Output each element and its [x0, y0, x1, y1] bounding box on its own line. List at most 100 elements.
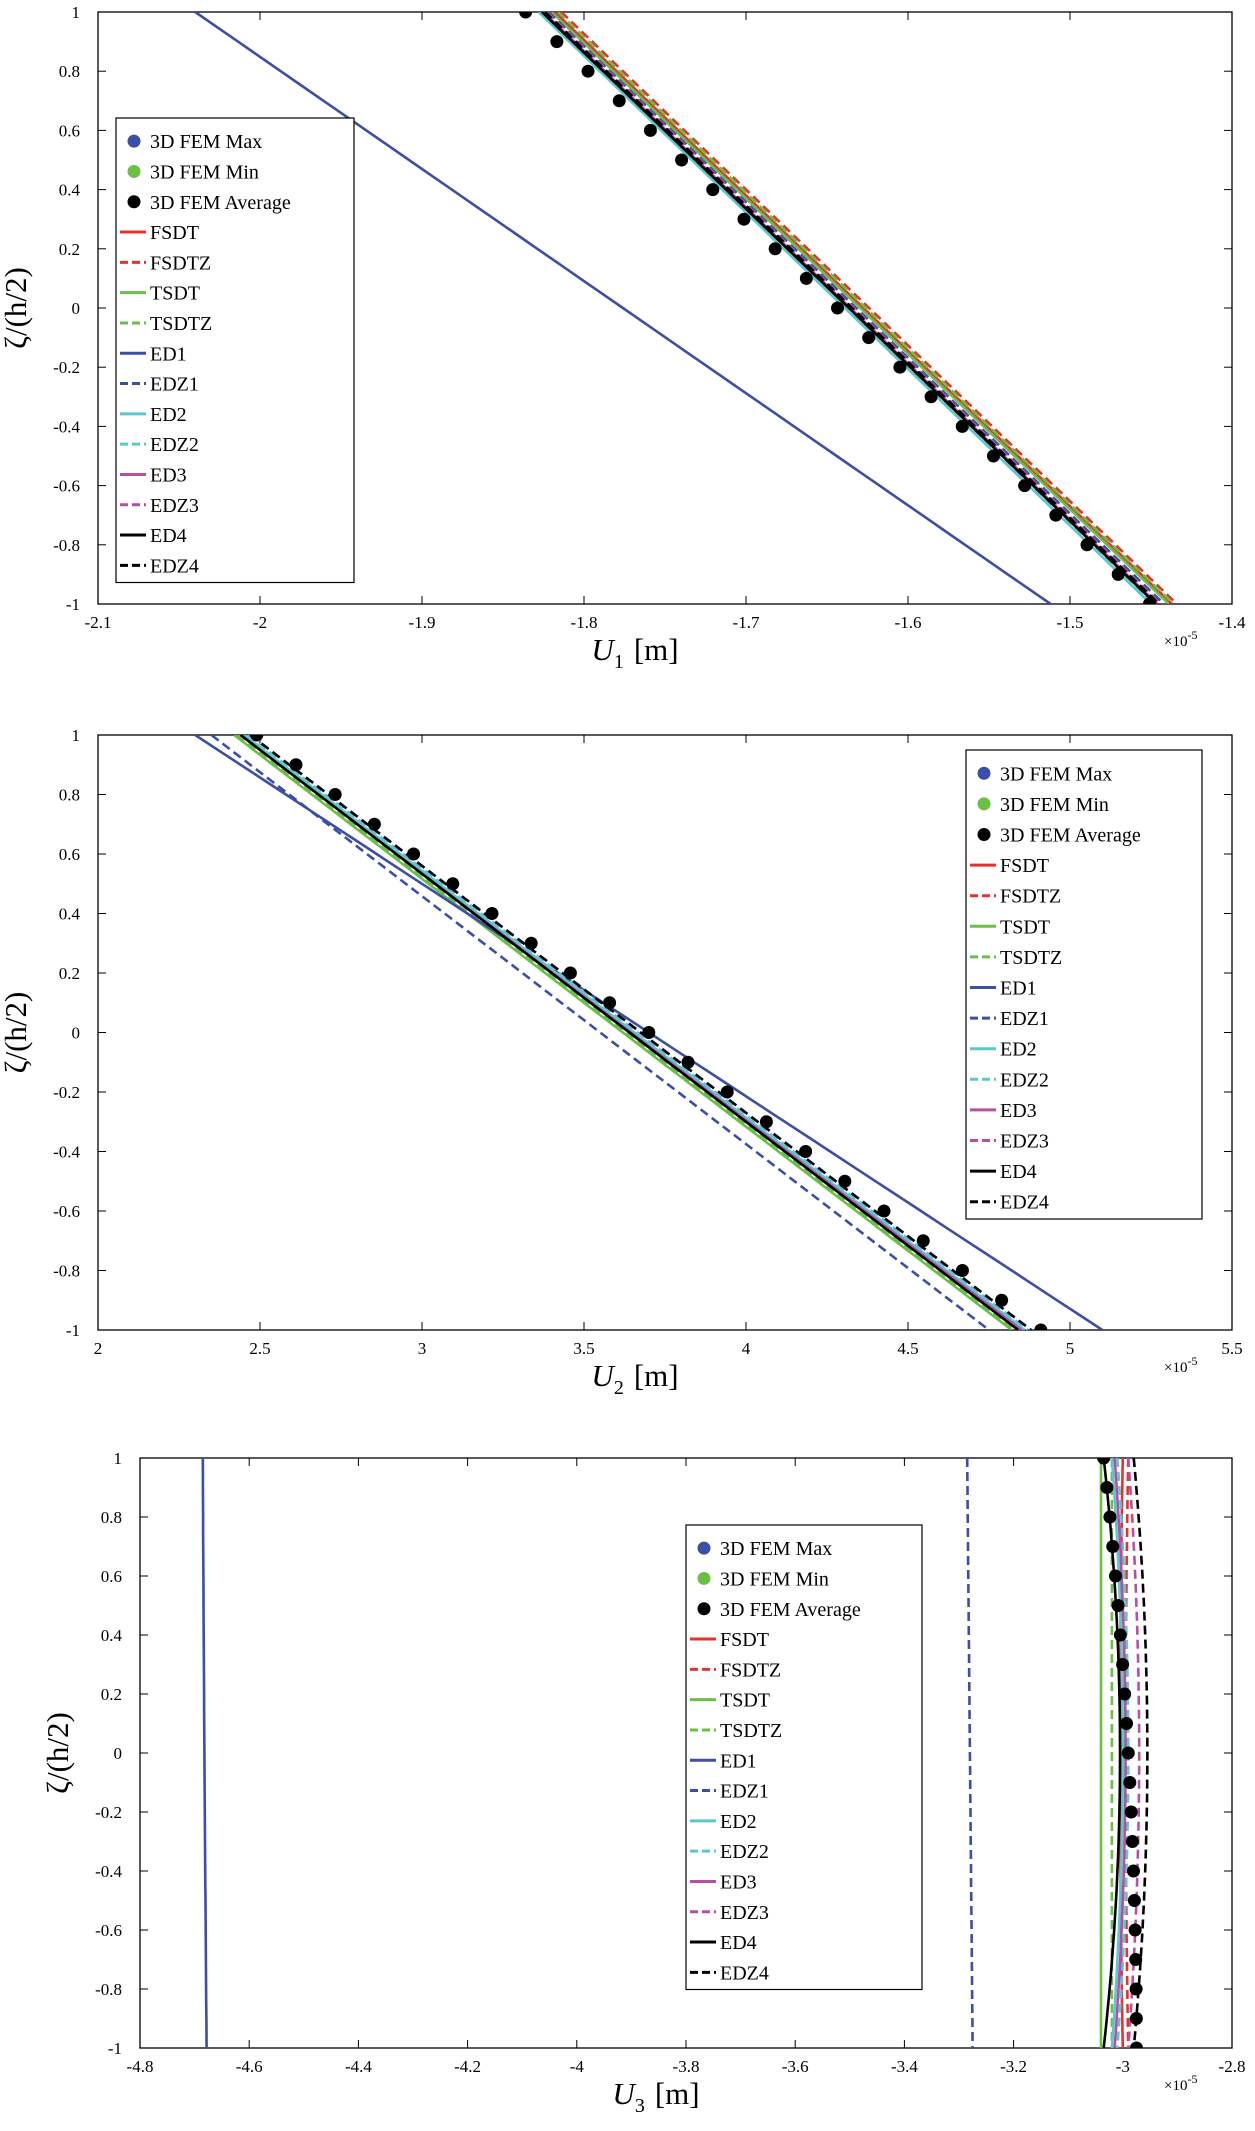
series-line-tsdt	[233, 735, 1013, 1330]
x-tick-label: -4.6	[236, 2057, 263, 2076]
series-line-edz3	[1127, 1458, 1141, 2048]
legend-marker	[697, 1602, 711, 1616]
chart-panel-3: -4.8 -4.6 -4.4 -4.2 -4 -3.8 -3.6 -3.4 -3.2 -3 -2.8…	[40, 1449, 1245, 2117]
legend-label: 3D FEM Average	[720, 1599, 861, 1621]
legend-label: FSDTZ	[1000, 886, 1061, 908]
legend-label: 3D FEM Average	[1000, 825, 1141, 847]
x-axis-label-unit: [m]	[655, 2076, 700, 2111]
x-tick-label: -3.2	[1000, 2057, 1027, 2076]
legend: 3D FEM Max 3D FEM Min 3D FEM Average FSDT FS…	[965, 749, 1203, 1220]
y-tick-label: 0.6	[101, 1567, 122, 1586]
series-line-edz4	[1132, 1458, 1149, 2048]
y-axis-label: ζ/(h/2)	[40, 1712, 75, 1794]
fem-average-point	[831, 301, 845, 315]
y-tick-label: 1	[72, 726, 81, 745]
fem-average-point	[768, 242, 782, 256]
y-tick-label: 0.2	[59, 240, 80, 259]
y-tick-label: -1	[108, 2039, 122, 2058]
series-line-tsdtz	[236, 735, 1016, 1330]
y-tick-label: 0.8	[59, 62, 80, 81]
y-tick-label: 0.8	[101, 1508, 122, 1527]
legend-label: ED4	[1000, 1161, 1037, 1183]
legend-label: ED4	[720, 1932, 757, 1954]
fem-average-point	[1049, 508, 1063, 522]
x-tick-label: -1.8	[571, 613, 598, 632]
fem-average-point	[612, 94, 626, 108]
fem-average-point	[681, 1055, 695, 1069]
legend-box	[685, 1524, 923, 1991]
series-layer	[194, 12, 1178, 604]
x-exponent-base: ×10	[1164, 634, 1187, 650]
fem-average-point	[603, 996, 617, 1010]
x-tick-label: -2.8	[1219, 2057, 1246, 2076]
y-tick-label: -0.2	[95, 1803, 122, 1822]
legend-label: ED1	[1000, 978, 1037, 1000]
fem-average-point	[1142, 597, 1156, 604]
fem-average-point	[524, 936, 538, 950]
x-axis-label-symbol: U	[591, 632, 616, 667]
x-axis-label-unit: [m]	[634, 1358, 679, 1393]
y-axis-label: ζ/(h/2)	[0, 992, 33, 1074]
fem-average-point	[877, 1204, 891, 1218]
legend-label: EDZ2	[150, 434, 199, 456]
y-axis-label: ζ/(h/2)	[0, 267, 33, 349]
fem-average-point	[1121, 1746, 1135, 1760]
fem-average-point	[642, 1026, 656, 1039]
y-tick-label: -0.6	[53, 1202, 80, 1221]
fem-average-point	[581, 64, 595, 78]
fem-average-point	[955, 1264, 969, 1277]
series-layer	[194, 735, 1104, 1330]
legend-label: EDZ3	[150, 495, 199, 517]
y-tick-label: -0.8	[53, 536, 80, 555]
x-tick-label: -3.4	[891, 2057, 918, 2076]
series-line-ed2	[537, 12, 1152, 604]
fem-average-point	[1103, 1510, 1117, 1524]
x-axis-exponent: ×10-5	[1164, 2072, 1197, 2094]
fem-average-point	[446, 877, 460, 891]
y-tick-label: 0.6	[59, 121, 80, 140]
legend-label: EDZ4	[1000, 1192, 1049, 1214]
y-tick-label: -0.4	[95, 1862, 122, 1881]
y-tick-label: -1	[66, 595, 80, 614]
y-tick-label: -0.6	[95, 1921, 122, 1940]
legend-label: TSDT	[720, 1690, 770, 1712]
legend-box	[965, 749, 1203, 1220]
legend-marker	[697, 1571, 711, 1585]
x-tick-label: -3.6	[782, 2057, 809, 2076]
y-tick-label: -0.8	[95, 1980, 122, 1999]
x-axis-label-subscript: 2	[614, 1377, 624, 1399]
x-tick-label: -4.2	[454, 2057, 481, 2076]
x-tick-label: -2	[253, 613, 267, 632]
fem-average-point	[1129, 2041, 1143, 2048]
y-tick-label: 0.4	[59, 905, 81, 924]
fem-average-point	[328, 788, 342, 801]
fem-average-point	[250, 735, 264, 742]
legend-label: ED1	[720, 1750, 757, 1772]
y-tick-label: -0.2	[53, 358, 80, 377]
legend: 3D FEM Max 3D FEM Min 3D FEM Average FSDT FS…	[115, 117, 355, 584]
y-tick-label: 0	[72, 299, 81, 318]
series-line-edz4	[544, 12, 1161, 604]
x-exponent-power: -5	[1187, 1354, 1197, 1368]
fem-average-point	[485, 907, 499, 920]
legend-label: ED3	[720, 1871, 757, 1893]
legend-label: EDZ1	[1000, 1008, 1049, 1030]
legend-label: 3D FEM Min	[1000, 794, 1109, 816]
fem-average-point	[995, 1293, 1009, 1307]
legend-label: FSDT	[1000, 855, 1049, 877]
x-tick-label: -3	[1116, 2057, 1130, 2076]
fem-average-point	[1113, 1628, 1127, 1642]
fem-average-point	[550, 35, 564, 49]
legend-label: EDZ3	[720, 1902, 769, 1924]
fem-average-point	[367, 817, 381, 831]
legend-label: EDZ1	[150, 374, 199, 396]
x-tick-label: -4	[570, 2057, 585, 2076]
series-line-edz2	[246, 735, 1029, 1330]
legend-box	[115, 117, 355, 584]
legend-label: EDZ3	[1000, 1131, 1049, 1153]
x-tick-label: 3.5	[573, 1339, 594, 1358]
y-tick-label: 0.8	[59, 786, 80, 805]
y-tick-label: 0	[72, 1024, 81, 1043]
legend-label: 3D FEM Min	[720, 1568, 829, 1590]
series-line-edz1	[965, 1458, 974, 2048]
